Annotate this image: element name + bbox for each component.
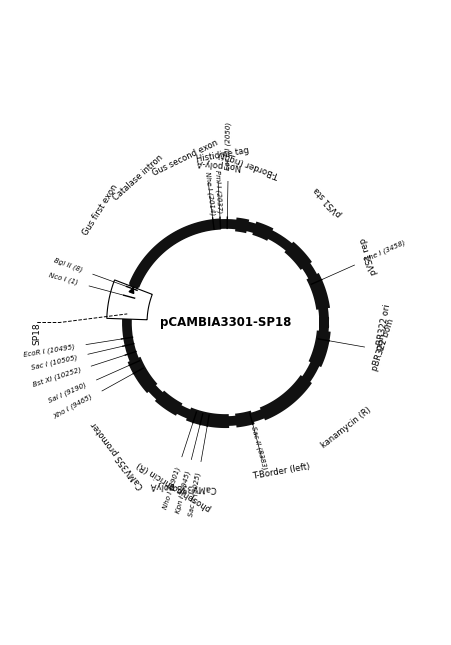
Text: pBR322 bom: pBR322 bom [370, 318, 396, 372]
Text: Gus second exon: Gus second exon [151, 138, 220, 177]
Text: pBR322 ori: pBR322 ori [376, 303, 392, 350]
Text: phosphinothricin (R): phosphinothricin (R) [135, 459, 213, 512]
Text: Catalase intron: Catalase intron [111, 153, 165, 203]
Text: Nho I (8901): Nho I (8901) [161, 466, 181, 510]
Text: Sac II (9025): Sac II (9025) [188, 472, 202, 517]
Text: kanamycin (R): kanamycin (R) [319, 405, 373, 450]
Text: CaMV35S polyA: CaMV35S polyA [151, 480, 217, 493]
Text: Nhe I (2014): Nhe I (2014) [204, 171, 216, 215]
Text: Pml I (2037): Pml I (2037) [214, 170, 223, 213]
Text: Bgl II (8): Bgl II (8) [53, 257, 83, 273]
Text: Kpn I (8945): Kpn I (8945) [175, 470, 192, 513]
Text: Nos poly-A: Nos poly-A [197, 157, 242, 171]
Text: pVS1 rep: pVS1 rep [359, 236, 379, 275]
Polygon shape [107, 280, 152, 320]
Text: Nhe I (3458): Nhe I (3458) [364, 239, 406, 264]
Text: pVS1 sta: pVS1 sta [312, 185, 344, 219]
Text: pCAMBIA3301-SP18: pCAMBIA3301-SP18 [160, 316, 291, 329]
Text: Sac I (10505): Sac I (10505) [30, 353, 78, 371]
Text: Xho I (9465): Xho I (9465) [52, 393, 94, 421]
Text: SP18: SP18 [33, 322, 42, 345]
Text: Ear EII (2050): Ear EII (2050) [225, 122, 232, 170]
Text: Nco I (1): Nco I (1) [48, 272, 79, 286]
Text: EcoR I (10495): EcoR I (10495) [23, 343, 75, 358]
Text: T-Border (right): T-Border (right) [217, 149, 281, 179]
Text: Sac II (8383): Sac II (8383) [250, 426, 268, 471]
Text: Histidine tag: Histidine tag [196, 145, 250, 164]
Text: Bst XI (10252): Bst XI (10252) [32, 366, 82, 388]
Text: CaMV35S promoter: CaMV35S promoter [89, 420, 146, 490]
Text: T-Border (left): T-Border (left) [252, 462, 311, 481]
Text: Sal I (9190): Sal I (9190) [48, 381, 87, 404]
Text: Gus first exon: Gus first exon [81, 183, 120, 237]
